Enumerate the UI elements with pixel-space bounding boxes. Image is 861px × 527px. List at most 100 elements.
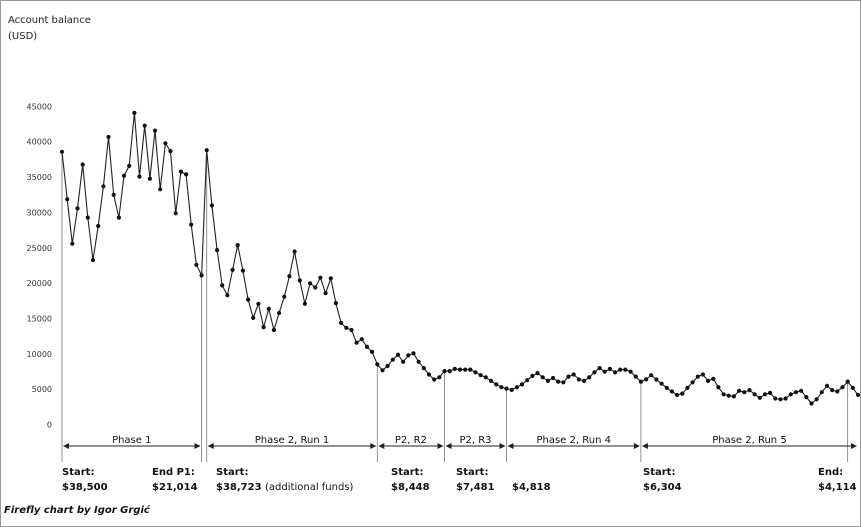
- y-tick-label: 40000: [27, 138, 52, 147]
- data-point: [178, 169, 183, 174]
- phase-arrow-head-left: [507, 443, 514, 449]
- data-point: [747, 388, 752, 393]
- y-tick-label: 30000: [27, 208, 52, 217]
- data-point: [426, 372, 432, 377]
- data-point: [215, 248, 220, 253]
- data-point: [597, 366, 602, 371]
- data-point: [545, 378, 551, 383]
- data-point: [385, 363, 390, 369]
- data-point: [240, 268, 245, 273]
- data-point: [695, 374, 700, 379]
- data-point: [318, 275, 323, 280]
- data-point: [168, 149, 173, 154]
- data-point: [540, 375, 545, 380]
- data-point: [184, 172, 189, 177]
- data-point: [297, 278, 302, 283]
- data-point: [101, 184, 106, 189]
- data-point: [302, 301, 307, 306]
- data-point: [788, 392, 793, 397]
- data-point: [189, 222, 194, 227]
- data-point: [137, 174, 142, 179]
- data-point: [716, 385, 721, 390]
- data-point: [370, 349, 375, 354]
- data-point: [313, 285, 318, 290]
- annotation-label: End:: [818, 467, 844, 478]
- data-point: [793, 390, 799, 395]
- data-point: [271, 327, 276, 333]
- data-point: [592, 370, 597, 375]
- data-point: [494, 382, 499, 387]
- data-point: [576, 377, 582, 382]
- data-point: [566, 374, 571, 379]
- data-point: [814, 397, 819, 402]
- data-point: [525, 378, 530, 383]
- data-point: [773, 396, 778, 401]
- data-point: [478, 373, 483, 378]
- data-point: [711, 376, 716, 381]
- data-point: [432, 377, 437, 382]
- data-point: [850, 385, 855, 390]
- data-point: [333, 301, 338, 306]
- data-point: [80, 162, 85, 167]
- data-point: [390, 357, 395, 362]
- data-point: [845, 379, 850, 384]
- data-point: [685, 385, 690, 390]
- annotation-note: (additional funds): [265, 482, 354, 493]
- phase-arrow-head-left: [63, 443, 69, 449]
- data-point: [804, 395, 809, 400]
- data-point: [514, 385, 520, 390]
- annotation-label: Start:: [62, 467, 95, 478]
- phase-arrow-head-right: [194, 443, 201, 449]
- phase-arrow-head-left: [207, 443, 214, 449]
- data-point: [339, 320, 344, 325]
- phase-arrow-head-right: [633, 443, 640, 449]
- annotation-value: $38,500: [62, 482, 108, 493]
- data-point: [147, 176, 152, 181]
- data-point: [111, 192, 116, 197]
- y-tick-label: 35000: [27, 173, 52, 182]
- data-point: [628, 369, 633, 374]
- annotation-value: $6,304: [643, 482, 682, 493]
- data-point: [121, 173, 127, 178]
- y-tick-label: 20000: [27, 279, 52, 288]
- phase-arrow-head-left: [378, 443, 385, 449]
- data-point: [256, 301, 261, 306]
- data-point: [65, 197, 70, 202]
- data-point: [442, 369, 447, 374]
- annotation-run5-start: Start: $6,304: [643, 465, 682, 495]
- data-point: [380, 368, 385, 373]
- data-point: [96, 223, 101, 229]
- data-point: [602, 369, 607, 374]
- data-point: [132, 110, 137, 115]
- annotation-phase1-end: End P1: $21,014: [152, 465, 198, 495]
- data-point: [519, 382, 525, 387]
- data-point: [737, 388, 742, 393]
- data-point: [561, 380, 566, 385]
- annotation-label: Start:: [391, 467, 424, 478]
- data-point: [664, 385, 669, 390]
- annotation-value: $21,014: [152, 482, 198, 493]
- data-point: [504, 386, 509, 391]
- data-point: [700, 372, 706, 377]
- data-point: [375, 362, 380, 367]
- data-point: [530, 373, 535, 378]
- annotation-run4-start: $4,818: [512, 465, 551, 495]
- y-tick-label: 45000: [27, 102, 52, 111]
- data-point: [364, 344, 370, 349]
- data-point: [675, 392, 680, 398]
- data-point: [406, 353, 411, 358]
- data-point: [483, 375, 488, 380]
- annotation-value: $8,448: [391, 482, 430, 493]
- data-point: [282, 294, 287, 299]
- data-point: [261, 325, 266, 330]
- y-tick-label: 15000: [27, 314, 52, 323]
- phase-label: P2, R3: [459, 435, 491, 446]
- data-point: [680, 391, 685, 396]
- data-point: [654, 377, 659, 382]
- data-point: [401, 359, 406, 364]
- data-point: [824, 383, 830, 388]
- y-axis-title: Account balance: [8, 15, 91, 26]
- annotation-label: [512, 465, 551, 480]
- data-point: [488, 378, 494, 383]
- data-point: [85, 215, 90, 220]
